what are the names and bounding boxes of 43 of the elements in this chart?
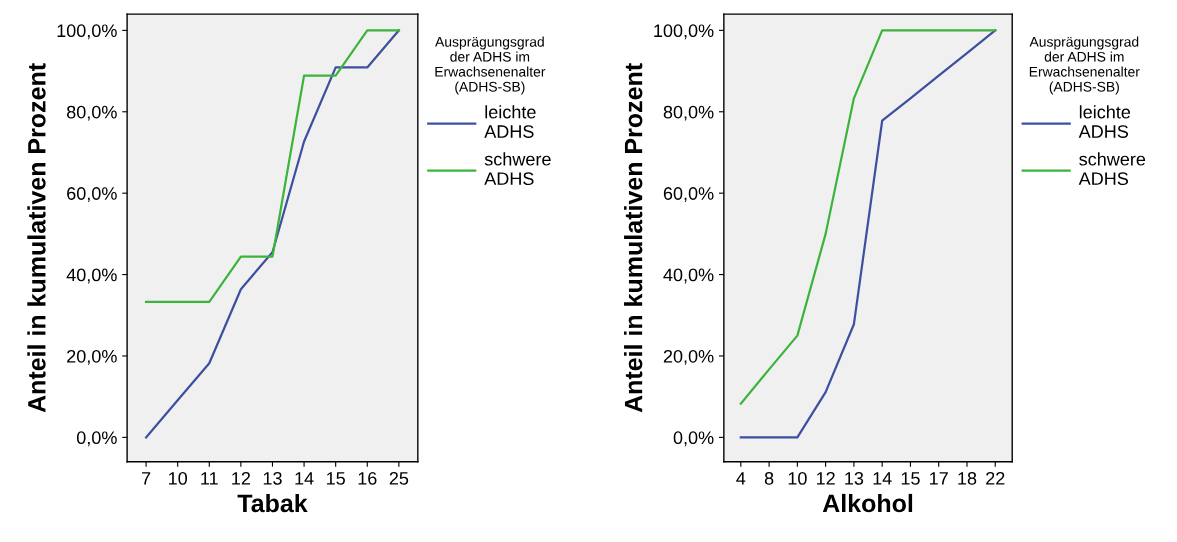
y-tick-label: 100,0%	[654, 24, 714, 40]
y-tick-label: 0,0%	[673, 431, 714, 447]
legend-title: Ausprägungsgrad der ADHS im Erwachsenenalter (ADHS-SB)	[1029, 36, 1140, 95]
y-tick-label: 40,0%	[66, 268, 117, 284]
x-tick-label: 15	[901, 472, 920, 485]
legend-label: leichte ADHS	[1078, 105, 1131, 138]
y-tick-label: 80,0%	[66, 105, 117, 121]
y-tick-label: 20,0%	[663, 349, 714, 365]
x-axis-title: Tabak	[237, 493, 308, 513]
legend-label: schwere ADHS	[1078, 152, 1146, 186]
x-tick-label: 15	[327, 472, 345, 485]
y-tick-label: 60,0%	[663, 187, 714, 203]
x-tick-label: 22	[986, 471, 1005, 485]
x-tick-label: 12	[816, 471, 835, 485]
x-tick-label: 8	[764, 471, 774, 485]
line-series	[144, 29, 400, 439]
legend-label: schwere ADHS	[484, 152, 551, 186]
x-tick-label: 25	[389, 471, 409, 485]
y-tick-label: 40,0%	[663, 268, 714, 284]
legend-label: leichte ADHS	[484, 105, 536, 138]
y-tick-label: 20,0%	[67, 349, 117, 365]
x-tick-label: 4	[736, 472, 746, 485]
y-tick-label: 80,0%	[663, 105, 714, 121]
y-tick-label: 100,0%	[57, 24, 117, 40]
y-axis-title: Anteil in kumulativen Prozent	[624, 63, 643, 413]
y-tick-label: 0,0%	[76, 431, 117, 447]
x-tick-label: 10	[169, 471, 188, 485]
y-axis-title: Anteil in kumulativen Prozent	[27, 63, 46, 413]
x-tick-label: 14	[873, 472, 892, 485]
x-tick-label: 14	[295, 472, 314, 485]
x-axis-title: Alkohol	[822, 493, 913, 513]
x-tick-label: 7	[141, 472, 151, 485]
x-tick-label: 17	[930, 472, 948, 485]
x-tick-label: 18	[958, 471, 977, 485]
x-tick-label: 13	[263, 471, 282, 485]
line-series	[144, 29, 400, 303]
x-tick-label: 13	[845, 471, 864, 485]
x-tick-label: 12	[232, 471, 251, 485]
x-tick-label: 10	[788, 471, 807, 485]
legend-title: Ausprägungsgrad der ADHS im Erwachsenenalter (ADHS-SB)	[435, 36, 546, 95]
x-tick-label: 11	[201, 472, 218, 485]
y-tick-label: 60,0%	[67, 187, 117, 203]
x-tick-label: 16	[358, 471, 377, 485]
